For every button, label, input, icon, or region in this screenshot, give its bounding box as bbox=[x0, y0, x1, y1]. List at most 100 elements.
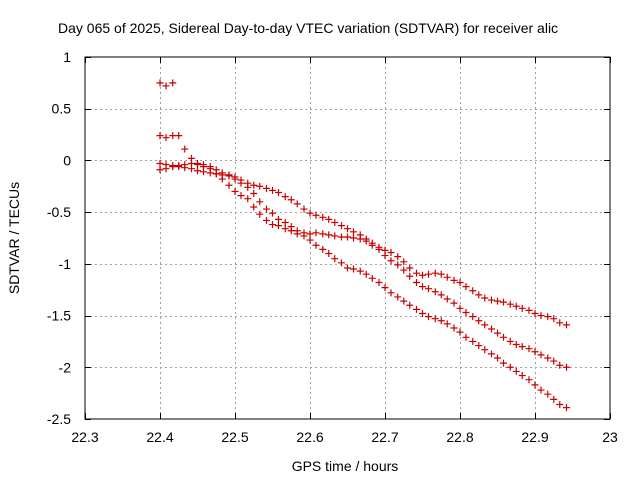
data-point-track-2 bbox=[494, 354, 501, 362]
data-point-track-2 bbox=[169, 132, 177, 140]
x-tick-label: 22.4 bbox=[146, 429, 173, 445]
data-point-track-4 bbox=[563, 321, 570, 329]
data-point-track-1 bbox=[156, 79, 164, 87]
data-point-track-2 bbox=[338, 259, 345, 267]
data-point-track-2 bbox=[350, 265, 357, 273]
data-point-track-4 bbox=[419, 271, 426, 279]
data-point-track-3 bbox=[450, 299, 458, 307]
data-point-track-2 bbox=[437, 317, 445, 325]
data-point-track-4 bbox=[537, 312, 545, 320]
x-tick-label: 22.8 bbox=[446, 429, 473, 445]
data-point-track-3 bbox=[525, 345, 533, 353]
chart-title: Day 065 of 2025, Sidereal Day-to-day VTE… bbox=[58, 20, 558, 36]
data-point-track-4 bbox=[544, 313, 552, 321]
y-tick-label: 0 bbox=[63, 152, 71, 168]
data-point-track-4 bbox=[156, 166, 164, 174]
data-point-track-2 bbox=[475, 342, 483, 350]
data-point-track-4 bbox=[319, 213, 327, 221]
data-point-track-3 bbox=[437, 291, 445, 299]
data-point-track-2 bbox=[406, 301, 414, 309]
data-point-track-4 bbox=[456, 278, 464, 286]
data-point-track-4 bbox=[525, 306, 533, 314]
data-point-track-4 bbox=[188, 160, 195, 168]
plot-frame bbox=[84, 56, 611, 420]
data-point-track-4 bbox=[212, 166, 220, 174]
data-point-track-3 bbox=[319, 230, 327, 238]
data-point-track-2 bbox=[375, 278, 383, 286]
data-point-track-4 bbox=[338, 222, 345, 230]
data-point-track-3 bbox=[443, 295, 451, 303]
data-point-track-4 bbox=[443, 273, 451, 281]
data-point-track-3 bbox=[250, 190, 258, 198]
data-point-track-3 bbox=[312, 229, 320, 237]
data-point-track-2 bbox=[156, 132, 164, 140]
data-point-track-4 bbox=[362, 235, 370, 243]
data-point-track-4 bbox=[413, 269, 420, 277]
data-point-track-2 bbox=[181, 145, 189, 153]
data-point-track-2 bbox=[225, 181, 233, 189]
data-point-track-3 bbox=[518, 343, 526, 351]
data-point-track-2 bbox=[537, 386, 545, 394]
data-point-track-2 bbox=[544, 390, 552, 398]
data-point-track-2 bbox=[368, 274, 376, 282]
data-point-track-2 bbox=[394, 293, 402, 301]
x-axis-label: GPS time / hours bbox=[292, 458, 399, 474]
data-point-track-3 bbox=[512, 341, 520, 349]
data-point-track-4 bbox=[244, 179, 252, 187]
data-point-track-4 bbox=[356, 231, 364, 239]
data-point-track-4 bbox=[256, 182, 264, 190]
data-point-track-2 bbox=[556, 401, 564, 409]
y-axis-label: SDTVAR / TECUs bbox=[6, 182, 22, 294]
data-point-track-2 bbox=[512, 367, 520, 375]
y-tick-label: 0.5 bbox=[52, 101, 72, 117]
data-point-track-3 bbox=[425, 285, 432, 293]
data-point-track-4 bbox=[269, 186, 276, 194]
data-point-track-2 bbox=[263, 216, 270, 224]
data-point-track-3 bbox=[350, 234, 357, 242]
data-point-track-1 bbox=[169, 79, 177, 87]
data-point-track-4 bbox=[237, 176, 245, 184]
data-point-track-4 bbox=[169, 163, 177, 171]
data-point-track-2 bbox=[488, 350, 495, 358]
data-point-track-4 bbox=[300, 205, 308, 213]
data-point-track-2 bbox=[344, 264, 351, 272]
data-point-track-3 bbox=[256, 198, 264, 206]
y-tick-label: 1 bbox=[63, 49, 71, 65]
data-point-track-2 bbox=[500, 359, 507, 367]
y-tick-label: -0.5 bbox=[47, 204, 71, 220]
data-point-track-4 bbox=[387, 248, 395, 256]
data-point-track-4 bbox=[381, 246, 389, 254]
data-point-track-4 bbox=[500, 298, 507, 306]
data-point-track-4 bbox=[431, 269, 439, 277]
x-tick-label: 23 bbox=[602, 429, 618, 445]
data-point-track-4 bbox=[331, 218, 339, 226]
data-point-track-3 bbox=[556, 361, 564, 369]
data-point-track-2 bbox=[419, 310, 426, 318]
data-point-track-3 bbox=[287, 223, 295, 231]
data-point-track-2 bbox=[506, 363, 514, 371]
data-point-track-2 bbox=[231, 187, 239, 195]
data-point-track-4 bbox=[293, 200, 301, 208]
data-point-track-4 bbox=[275, 188, 282, 196]
data-point-track-2 bbox=[312, 241, 320, 249]
data-point-track-2 bbox=[525, 376, 533, 384]
data-point-track-2 bbox=[400, 297, 408, 305]
data-point-track-4 bbox=[506, 300, 514, 308]
data-point-track-4 bbox=[175, 162, 183, 170]
data-point-track-4 bbox=[306, 209, 314, 217]
data-point-track-4 bbox=[475, 291, 483, 299]
data-point-track-3 bbox=[275, 215, 282, 223]
data-point-track-4 bbox=[206, 163, 214, 171]
data-point-track-3 bbox=[394, 261, 402, 269]
x-tick-label: 22.5 bbox=[221, 429, 248, 445]
data-point-track-4 bbox=[406, 264, 414, 272]
data-point-track-4 bbox=[325, 215, 333, 223]
data-point-track-4 bbox=[400, 258, 408, 266]
data-point-track-2 bbox=[450, 324, 458, 332]
data-point-track-2 bbox=[481, 346, 489, 354]
data-point-track-4 bbox=[231, 173, 239, 181]
data-point-track-4 bbox=[287, 196, 295, 204]
data-point-track-3 bbox=[325, 231, 333, 239]
data-point-track-3 bbox=[293, 227, 301, 235]
